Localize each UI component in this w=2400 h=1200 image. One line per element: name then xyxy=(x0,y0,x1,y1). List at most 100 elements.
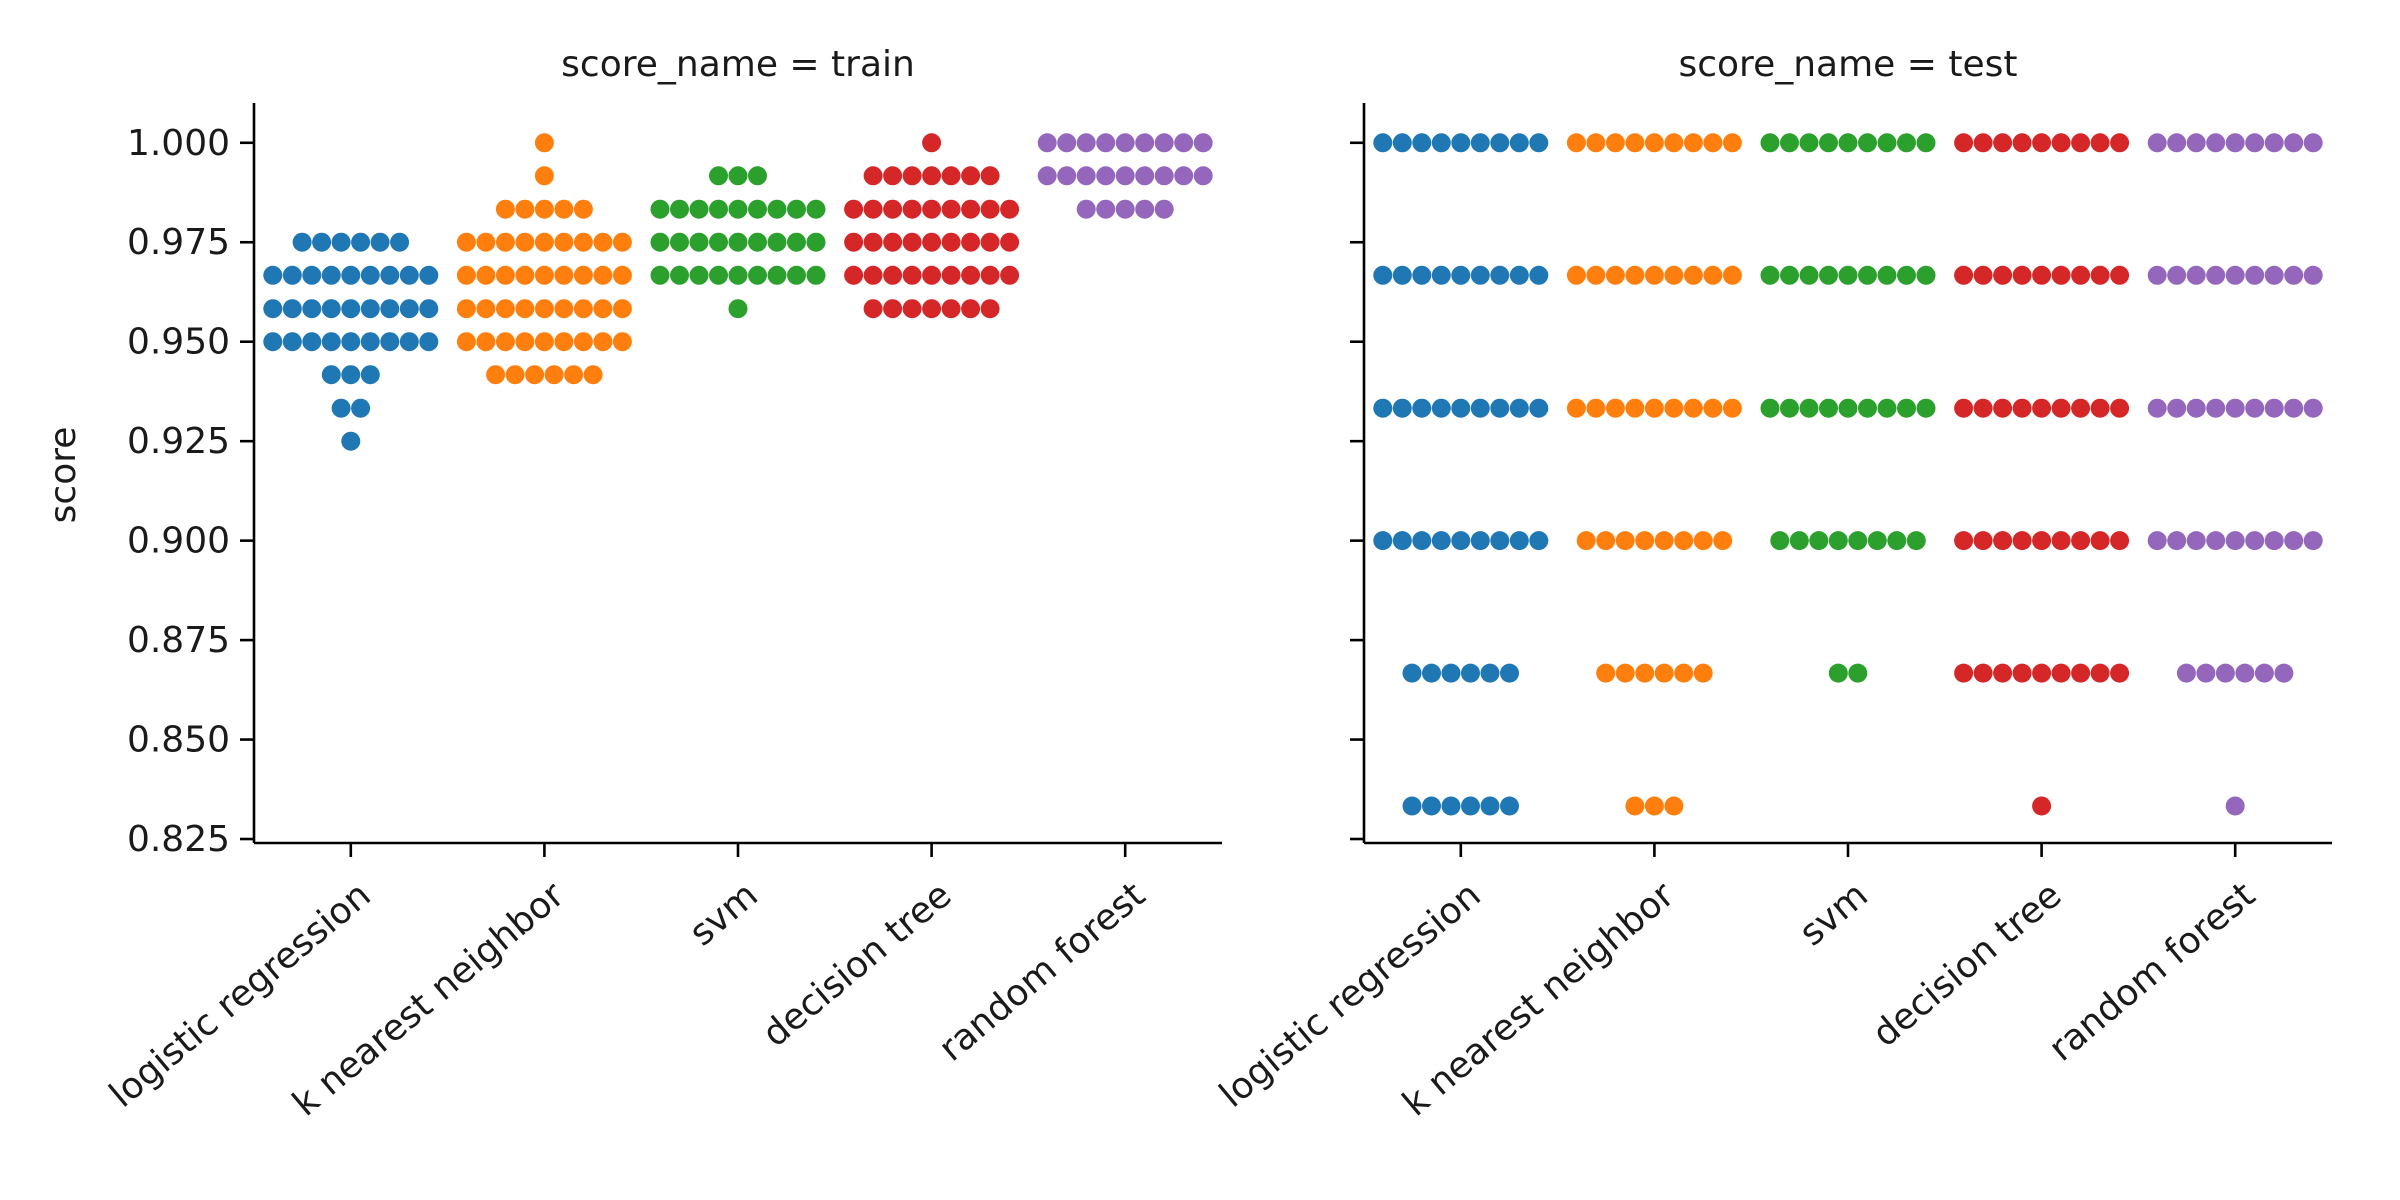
data-point xyxy=(341,365,361,385)
data-point xyxy=(2032,133,2052,153)
data-point xyxy=(495,332,515,352)
data-point xyxy=(612,332,632,352)
train-panel: score_name = train 0.825 0.850 0.875 0.900 0… xyxy=(102,44,1222,1125)
data-point xyxy=(399,265,419,285)
data-point xyxy=(1000,199,1020,219)
data-point xyxy=(554,199,574,219)
x-tick-label: random forest xyxy=(931,874,1153,1069)
data-point xyxy=(1887,531,1907,551)
data-point xyxy=(2012,663,2032,683)
data-point xyxy=(1760,265,1780,285)
data-point xyxy=(1654,531,1674,551)
data-point xyxy=(1470,133,1490,153)
data-point xyxy=(1993,133,2013,153)
data-point xyxy=(2032,531,2052,551)
data-point xyxy=(2147,398,2167,418)
data-point xyxy=(1858,265,1877,285)
data-point xyxy=(650,265,670,285)
data-point xyxy=(1916,133,1936,153)
data-point xyxy=(980,232,1000,252)
data-point xyxy=(476,265,496,285)
data-point xyxy=(980,265,1000,285)
data-point xyxy=(1193,133,1213,153)
data-point xyxy=(670,199,689,219)
data-point xyxy=(2071,133,2091,153)
data-point xyxy=(767,232,787,252)
data-point xyxy=(844,265,864,285)
data-point xyxy=(844,232,864,252)
data-point xyxy=(534,199,554,219)
data-point xyxy=(1470,398,1490,418)
data-point xyxy=(1605,398,1625,418)
data-point xyxy=(787,199,806,219)
data-point xyxy=(1037,133,1057,153)
data-point xyxy=(2090,531,2110,551)
data-point xyxy=(263,332,283,352)
data-point xyxy=(1789,531,1809,551)
data-point xyxy=(2196,663,2216,683)
y-tick-label: 0.950 xyxy=(127,322,230,363)
data-point xyxy=(1402,663,1422,683)
data-point xyxy=(1431,531,1451,551)
data-point xyxy=(1154,199,1174,219)
data-point xyxy=(1674,531,1694,551)
data-point xyxy=(902,299,922,319)
data-point xyxy=(2032,796,2052,816)
data-point xyxy=(1586,398,1606,418)
data-point xyxy=(456,299,476,319)
data-point xyxy=(593,265,613,285)
data-point xyxy=(1392,398,1412,418)
data-point xyxy=(941,299,961,319)
data-point xyxy=(2167,531,2187,551)
data-point xyxy=(2225,398,2245,418)
data-point xyxy=(2225,265,2245,285)
data-point xyxy=(1412,133,1432,153)
data-point xyxy=(1954,265,1974,285)
data-point xyxy=(1838,265,1858,285)
data-point xyxy=(2167,265,2187,285)
data-point xyxy=(1897,398,1916,418)
data-point xyxy=(922,133,942,153)
data-point xyxy=(1954,531,1974,551)
data-point xyxy=(2186,398,2206,418)
data-point xyxy=(689,265,709,285)
data-point xyxy=(1703,265,1723,285)
data-point xyxy=(961,199,981,219)
data-point xyxy=(1780,398,1799,418)
data-point xyxy=(360,332,380,352)
data-point xyxy=(941,199,961,219)
data-point xyxy=(495,299,515,319)
data-point xyxy=(321,299,341,319)
data-point xyxy=(2245,398,2265,418)
data-point xyxy=(1135,166,1155,186)
data-point xyxy=(2090,398,2110,418)
data-point xyxy=(1529,265,1549,285)
data-point xyxy=(1431,398,1451,418)
data-point xyxy=(1605,133,1625,153)
data-point xyxy=(302,265,322,285)
data-point xyxy=(593,232,613,252)
data-point xyxy=(1422,663,1441,683)
data-point xyxy=(1461,663,1480,683)
data-point xyxy=(1431,265,1451,285)
data-point xyxy=(1683,133,1703,153)
data-point xyxy=(1596,531,1616,551)
data-point xyxy=(1576,531,1596,551)
data-point xyxy=(1490,398,1510,418)
data-point xyxy=(1076,199,1096,219)
data-point xyxy=(341,265,361,285)
data-point xyxy=(544,365,564,385)
data-point xyxy=(2176,663,2196,683)
data-point xyxy=(1470,531,1490,551)
data-point xyxy=(564,365,584,385)
data-point xyxy=(2110,531,2130,551)
data-point xyxy=(650,199,670,219)
x-tick-label: random forest xyxy=(2041,874,2263,1069)
data-point xyxy=(1644,265,1664,285)
data-point xyxy=(728,166,748,186)
data-point xyxy=(505,365,525,385)
data-point xyxy=(767,199,787,219)
data-point xyxy=(1000,232,1020,252)
data-point xyxy=(961,166,981,186)
